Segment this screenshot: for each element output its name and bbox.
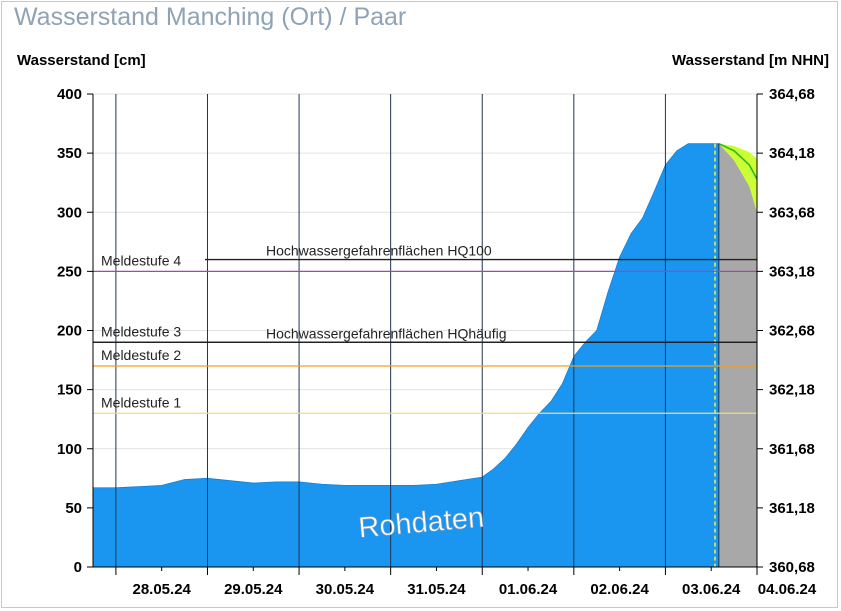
y2-tick-label: 364,18 bbox=[769, 145, 815, 162]
y2-tick-label: 363,68 bbox=[769, 204, 815, 221]
forecast-line bbox=[718, 142, 758, 180]
x-tick-label: 02.06.24 bbox=[590, 581, 649, 598]
forecast-grey-area bbox=[718, 143, 757, 568]
y-tick-label: 150 bbox=[57, 382, 82, 399]
y-tick-label: 350 bbox=[57, 145, 82, 162]
hazard-label: Hochwassergefahrenflächen HQhäufig bbox=[266, 325, 506, 341]
y-tick-label: 100 bbox=[57, 441, 82, 458]
x-tick-label: 28.05.24 bbox=[132, 581, 191, 598]
y2-tick-label: 361,68 bbox=[769, 441, 815, 458]
y-tick-label: 400 bbox=[57, 86, 82, 103]
y2-tick-label: 364,68 bbox=[769, 86, 815, 103]
series-area-rohdaten bbox=[92, 143, 720, 568]
threshold-label: Meldestufe 3 bbox=[101, 323, 181, 339]
threshold-label: Meldestufe 1 bbox=[101, 394, 181, 410]
x-tick-label: 29.05.24 bbox=[224, 581, 283, 598]
y-tick-label: 0 bbox=[74, 559, 82, 576]
y2-tick-label: 360,68 bbox=[769, 559, 815, 576]
y2-tick-label: 362,68 bbox=[769, 323, 815, 340]
threshold-label: Meldestufe 2 bbox=[101, 347, 181, 363]
y-tick-label: 200 bbox=[57, 323, 82, 340]
page-title: Wasserstand Manching (Ort) / Paar bbox=[14, 3, 407, 31]
x-tick-label: 04.06.24 bbox=[758, 581, 817, 598]
x-tick-label: 01.06.24 bbox=[499, 581, 558, 598]
x-tick-label: 03.06.24 bbox=[682, 581, 741, 598]
y-tick-label: 300 bbox=[57, 204, 82, 221]
y2-tick-label: 361,18 bbox=[769, 500, 815, 517]
y-tick-label: 250 bbox=[57, 263, 82, 280]
x-tick-label: 30.05.24 bbox=[316, 581, 375, 598]
threshold-label: Meldestufe 4 bbox=[101, 252, 181, 268]
y-axis-label: Wasserstand [cm] bbox=[17, 52, 146, 69]
y2-axis-label: Wasserstand [m NHN] bbox=[672, 52, 829, 69]
y2-tick-label: 362,18 bbox=[769, 382, 815, 399]
x-tick-label: 31.05.24 bbox=[407, 581, 466, 598]
y-tick-label: 50 bbox=[65, 500, 82, 517]
forecast-band bbox=[718, 143, 757, 213]
y2-tick-label: 363,18 bbox=[769, 263, 815, 280]
hazard-label: Hochwassergefahrenflächen HQ100 bbox=[266, 243, 492, 259]
